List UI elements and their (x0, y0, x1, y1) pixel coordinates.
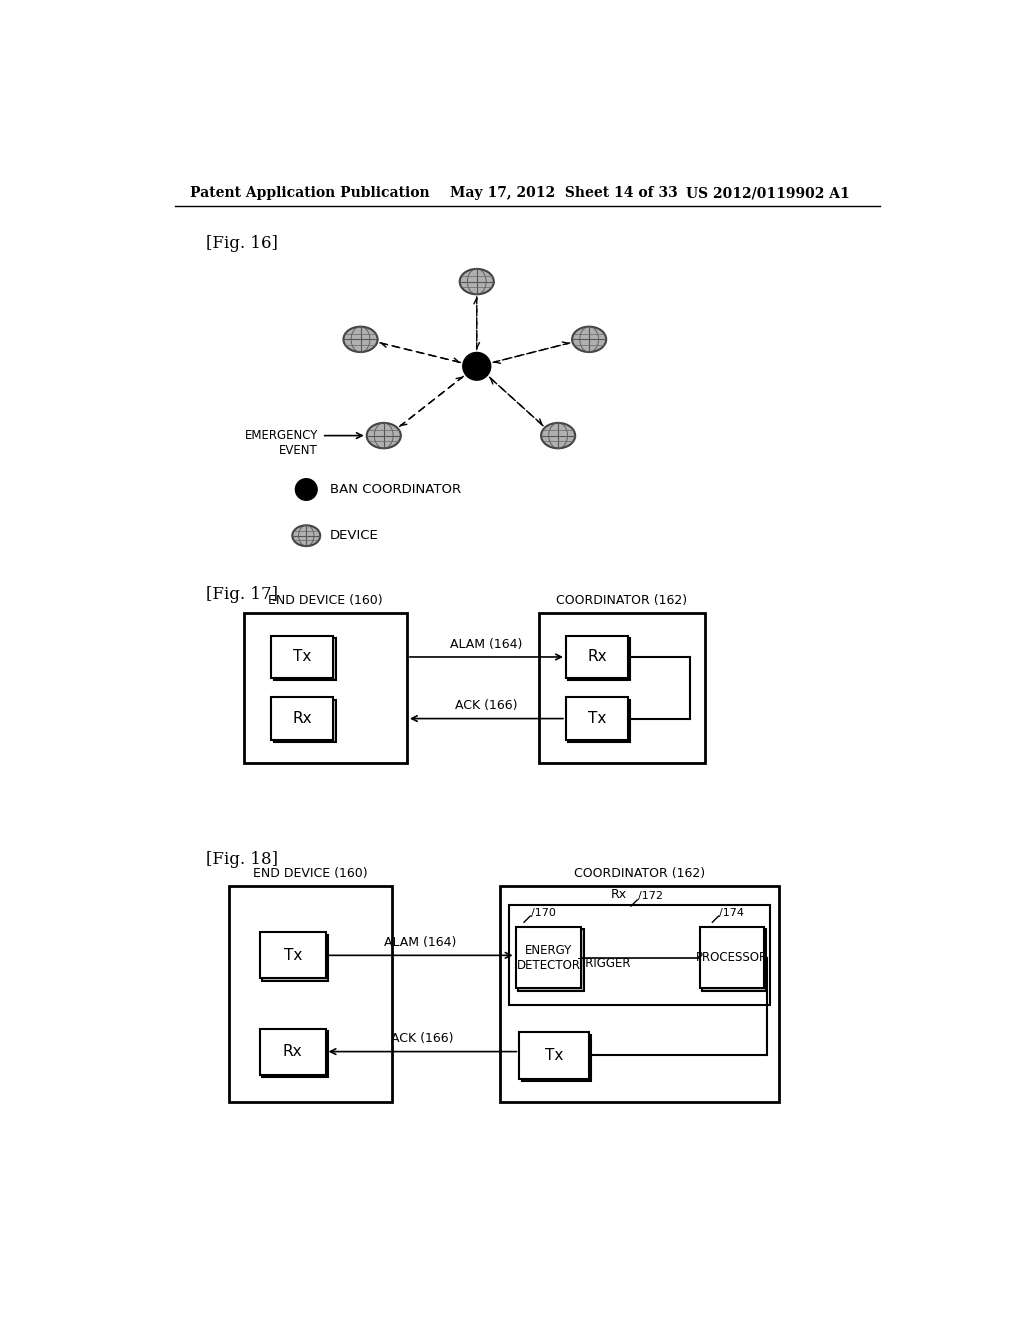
Bar (262, 1031, 328, 1077)
Bar (568, 700, 630, 742)
Text: [Fig. 16]: [Fig. 16] (206, 235, 278, 252)
Bar (515, 927, 582, 989)
Ellipse shape (343, 326, 378, 352)
Text: ACK (166): ACK (166) (391, 1032, 454, 1045)
Text: PROCESSOR: PROCESSOR (695, 952, 768, 964)
Text: [Fig. 17]: [Fig. 17] (206, 586, 278, 603)
Bar (260, 932, 326, 978)
Text: ENERGY
DETECTOR: ENERGY DETECTOR (516, 944, 581, 972)
Text: ALAM (164): ALAM (164) (384, 936, 457, 949)
Circle shape (295, 479, 317, 500)
Text: DEVICE: DEVICE (330, 529, 378, 543)
Ellipse shape (367, 422, 400, 449)
Bar (539, 612, 706, 763)
Bar (271, 697, 334, 739)
Bar (568, 638, 630, 681)
Text: Rx: Rx (587, 649, 606, 664)
Bar (262, 935, 328, 981)
Text: END DEVICE (160): END DEVICE (160) (268, 594, 383, 607)
Bar (271, 636, 334, 678)
Text: COORDINATOR (162): COORDINATOR (162) (573, 867, 706, 880)
Text: Patent Application Publication: Patent Application Publication (190, 186, 430, 201)
Bar (273, 638, 336, 681)
Text: ACK (166): ACK (166) (456, 700, 518, 713)
Text: US 2012/0119902 A1: US 2012/0119902 A1 (686, 186, 850, 201)
Text: ALAM (164): ALAM (164) (451, 638, 522, 651)
Bar (566, 697, 628, 739)
Text: [Fig. 18]: [Fig. 18] (206, 851, 278, 869)
Text: May 17, 2012  Sheet 14 of 33: May 17, 2012 Sheet 14 of 33 (450, 186, 677, 201)
Bar (700, 927, 764, 989)
Text: /170: /170 (531, 908, 556, 917)
Text: Tx: Tx (588, 711, 606, 726)
Ellipse shape (541, 422, 575, 449)
Text: /174: /174 (719, 908, 744, 917)
Bar (521, 1035, 592, 1081)
Bar (566, 636, 628, 678)
Text: TRIGGER: TRIGGER (579, 957, 631, 970)
Text: /172: /172 (638, 891, 664, 902)
Bar (702, 929, 766, 991)
Ellipse shape (292, 525, 321, 546)
Ellipse shape (460, 269, 494, 294)
Ellipse shape (572, 326, 606, 352)
Bar (228, 886, 391, 1102)
Circle shape (463, 352, 490, 380)
Text: Rx: Rx (293, 711, 312, 726)
Bar (519, 1032, 589, 1078)
Bar (500, 886, 779, 1102)
Bar (260, 1028, 326, 1074)
Text: Tx: Tx (545, 1048, 563, 1063)
Text: Tx: Tx (293, 649, 311, 664)
Text: EMERGENCY
EVENT: EMERGENCY EVENT (245, 429, 317, 458)
Bar (518, 929, 584, 991)
Text: BAN COORDINATOR: BAN COORDINATOR (330, 483, 461, 496)
Bar (273, 700, 336, 742)
Bar (509, 906, 770, 1006)
Bar (245, 612, 407, 763)
Text: Tx: Tx (284, 948, 302, 962)
Text: COORDINATOR (162): COORDINATOR (162) (556, 594, 688, 607)
Text: Rx: Rx (283, 1044, 302, 1059)
Text: END DEVICE (160): END DEVICE (160) (253, 867, 368, 880)
Text: Rx: Rx (610, 888, 627, 902)
